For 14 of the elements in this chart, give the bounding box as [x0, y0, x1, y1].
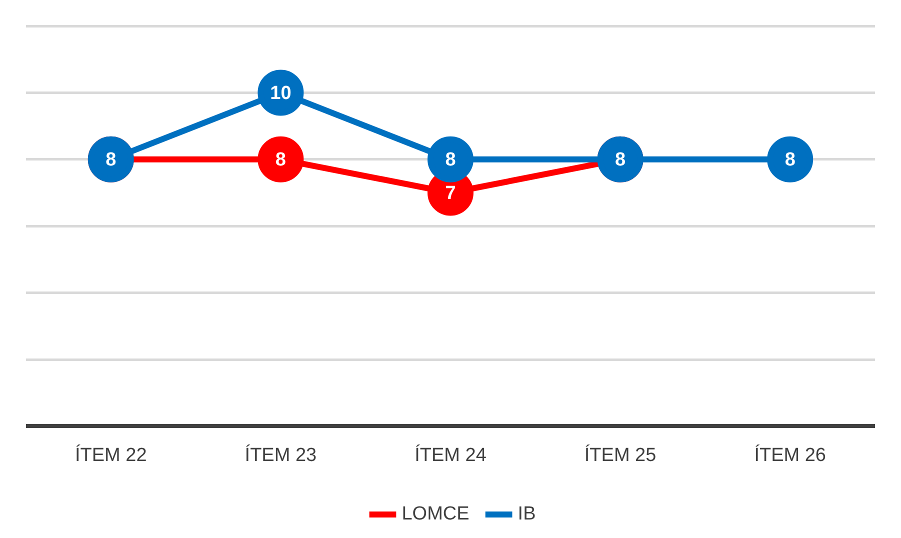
data-label: 10	[270, 82, 292, 104]
data-label: 8	[784, 150, 796, 171]
data-label: 8	[615, 150, 626, 171]
x-tick-label: ÍTEM 22	[74, 444, 147, 466]
x-tick-label: ÍTEM 26	[754, 444, 826, 466]
data-label: 8	[445, 150, 456, 171]
x-tick-label: ÍTEM 25	[584, 444, 656, 466]
x-tick-label: ÍTEM 23	[244, 444, 317, 466]
data-label: 8	[106, 150, 116, 171]
data-label: 8	[275, 150, 286, 171]
data-label: 7	[445, 182, 456, 204]
legend-label: LOMCE	[402, 504, 470, 525]
x-tick-label: ÍTEM 24	[414, 444, 487, 466]
legend-label: IB	[518, 504, 536, 525]
